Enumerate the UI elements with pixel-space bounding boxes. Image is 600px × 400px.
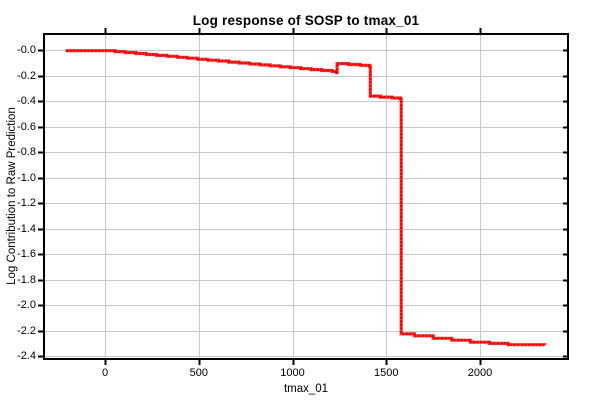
y-tick-label: -0.4: [17, 95, 36, 108]
x-axis-label: tmax_01: [283, 383, 329, 395]
y-tick-label: -2.0: [17, 299, 36, 312]
y-tick-label: -2.2: [17, 324, 36, 337]
y-tick-label: -1.6: [17, 248, 36, 261]
tick-marks: [38, 28, 569, 365]
x-tick-label: 0: [101, 367, 109, 379]
y-tick-label: -1.8: [17, 273, 36, 286]
plot-frame: [43, 33, 569, 360]
y-tick-label: -2.4: [17, 350, 36, 363]
y-tick-label: -0.8: [17, 146, 36, 159]
y-tick-label: -0.0: [17, 44, 36, 57]
y-tick-label: -1.0: [17, 171, 36, 184]
x-tick-label: 1000: [280, 367, 305, 379]
x-tick-label: 500: [189, 367, 208, 379]
y-tick-label: -1.4: [17, 222, 36, 235]
x-tick-label: 2000: [467, 367, 493, 379]
series-line: [65, 49, 546, 346]
series-line-halo: [65, 49, 547, 347]
chart-title: Log response of SOSP to tmax_01: [192, 13, 420, 28]
y-tick-label: -0.2: [17, 69, 36, 82]
y-tick-label: -1.2: [17, 197, 36, 210]
y-tick-label: -0.6: [17, 120, 36, 133]
x-tick-label: 1500: [373, 367, 399, 379]
gridlines: [43, 33, 569, 360]
